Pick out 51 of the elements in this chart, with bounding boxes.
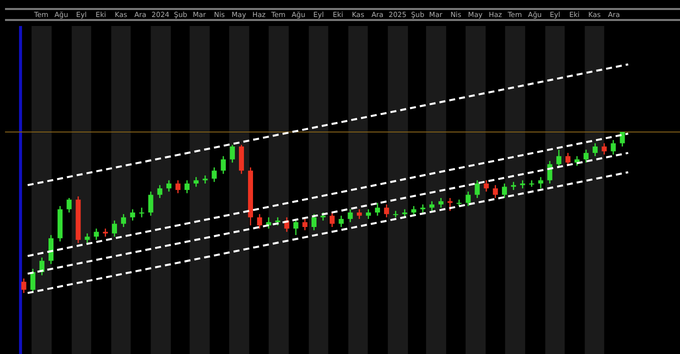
candlestick bbox=[202, 174, 208, 184]
candlestick bbox=[66, 197, 72, 214]
candlestick bbox=[212, 166, 217, 183]
candlestick bbox=[438, 197, 444, 208]
candlestick bbox=[492, 184, 498, 199]
candlestick bbox=[429, 200, 434, 212]
candlestick bbox=[592, 142, 598, 157]
candlestick bbox=[384, 204, 390, 218]
candlestick bbox=[148, 190, 154, 216]
candlestick bbox=[166, 180, 172, 192]
candlestick bbox=[356, 208, 362, 220]
candlestick bbox=[184, 180, 190, 194]
candlestick bbox=[84, 232, 90, 244]
candlestick bbox=[21, 278, 26, 294]
candlestick bbox=[411, 205, 416, 216]
candlestick bbox=[484, 180, 489, 192]
candlestick bbox=[230, 144, 235, 164]
candlestick bbox=[529, 180, 534, 188]
candlestick bbox=[330, 212, 335, 228]
candlestick bbox=[130, 208, 136, 222]
candlestick bbox=[94, 228, 99, 240]
candlestick bbox=[474, 180, 480, 199]
candlestick bbox=[175, 180, 180, 194]
candlestick bbox=[502, 182, 507, 199]
candlestick bbox=[48, 234, 54, 265]
candlestick bbox=[610, 139, 616, 156]
candlestick bbox=[538, 176, 544, 189]
candlestick bbox=[348, 208, 353, 223]
candlestick bbox=[266, 216, 272, 230]
candlestick bbox=[565, 152, 570, 166]
candlestick bbox=[257, 214, 262, 230]
candlestick bbox=[311, 214, 316, 231]
candlestick bbox=[293, 218, 298, 236]
candlestick bbox=[194, 176, 199, 188]
candlestick bbox=[374, 202, 380, 216]
candlestick bbox=[448, 197, 453, 212]
candlestick bbox=[338, 215, 344, 228]
candlestick bbox=[366, 208, 371, 220]
candlestick bbox=[420, 204, 426, 214]
candlestick bbox=[556, 149, 562, 168]
candlestick bbox=[157, 184, 162, 199]
candlestick bbox=[112, 220, 117, 238]
candlestick bbox=[139, 207, 144, 218]
candlestick bbox=[30, 268, 36, 292]
candlestick bbox=[584, 149, 589, 164]
candlestick bbox=[602, 142, 607, 156]
candlestick bbox=[466, 190, 471, 207]
candlestick bbox=[302, 218, 308, 231]
candlestick bbox=[620, 131, 625, 148]
candlestick bbox=[121, 214, 126, 228]
candlestick bbox=[220, 156, 226, 174]
